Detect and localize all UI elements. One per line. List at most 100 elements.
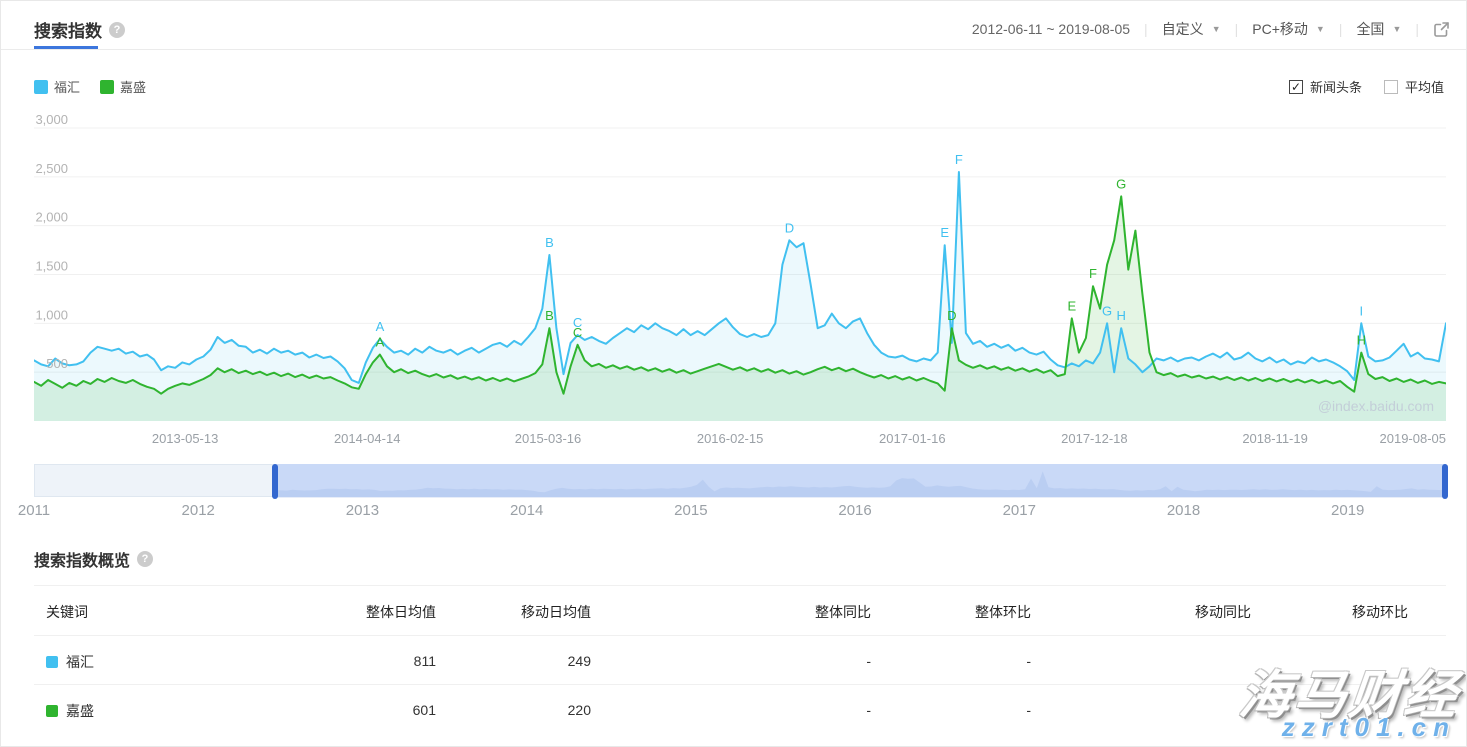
overview-title: 搜索指数概览 [34, 553, 131, 570]
cell-overall-avg: 811 [413, 653, 436, 669]
separator: | [1234, 21, 1239, 37]
svg-text:A: A [376, 319, 385, 334]
navigator-handle-left[interactable] [272, 464, 279, 499]
navigator-handle-right[interactable] [1442, 464, 1448, 499]
cell-overall-avg: 601 [412, 702, 436, 718]
svg-text:2016-02-15: 2016-02-15 [697, 431, 764, 446]
svg-text:E: E [1067, 298, 1076, 313]
svg-text:2019-08-05: 2019-08-05 [1380, 431, 1447, 446]
trend-chart[interactable]: A B C D E F G H I A B C D E F G H 500 1,000 1,500 2,000 2,500… [34, 112, 1446, 452]
svg-text:D: D [785, 220, 794, 235]
keyword-swatch [46, 705, 58, 717]
year-label: 2013 [345, 502, 380, 519]
svg-text:H: H [1357, 333, 1366, 348]
year-label: 2019 [1331, 502, 1365, 519]
range-mode-label: 自定义 [1161, 21, 1204, 37]
site-watermark-url: zzrt01.cn [1281, 712, 1456, 742]
region-label: 全国 [1356, 21, 1385, 37]
chevron-down-icon: ▼ [1211, 24, 1221, 34]
chart-legend: 福汇 嘉盛 [34, 77, 146, 96]
table-row-keyword: 福汇 [46, 652, 94, 672]
legend-swatch-jiasheng [100, 79, 115, 94]
svg-text:@index.baidu.com: @index.baidu.com [1318, 398, 1434, 414]
svg-text:G: G [1102, 303, 1112, 318]
svg-text:500: 500 [46, 356, 68, 371]
svg-text:2013-05-13: 2013-05-13 [152, 431, 219, 446]
help-icon[interactable]: ? [109, 21, 125, 38]
svg-text:B: B [545, 235, 554, 250]
chart-toggles: ✓ 新闻头条 平均值 [1288, 77, 1444, 96]
cell-mobile-avg: 220 [567, 702, 591, 718]
svg-text:2017-01-16: 2017-01-16 [879, 431, 946, 446]
navigator-mini-chart [275, 471, 1447, 498]
svg-text:F: F [1089, 266, 1097, 281]
table-border [34, 635, 1446, 636]
svg-text:H: H [1117, 308, 1126, 323]
help-icon[interactable]: ? [137, 551, 154, 567]
year-label: 2015 [674, 502, 708, 519]
svg-text:C: C [573, 325, 582, 340]
cell-overall-mom: - [1026, 653, 1031, 669]
col-header-overall-mom: 整体环比 [975, 604, 1031, 620]
news-headline-checkbox[interactable]: ✓ 新闻头条 [1288, 77, 1362, 96]
separator: | [1144, 21, 1148, 37]
svg-text:3,000: 3,000 [35, 112, 68, 127]
keyword-label: 嘉盛 [66, 703, 94, 719]
legend-item-jiasheng[interactable]: 嘉盛 [100, 77, 146, 96]
header: 搜索指数 ? [34, 17, 125, 42]
svg-text:B: B [545, 308, 554, 323]
separator: | [1338, 21, 1343, 37]
col-header-mobile-yoy: 移动同比 [1195, 604, 1251, 620]
keyword-label: 福汇 [66, 654, 94, 670]
range-mode-dropdown[interactable]: 自定义 ▼ [1162, 19, 1221, 39]
svg-text:I: I [1359, 303, 1363, 318]
svg-text:E: E [940, 225, 949, 240]
header-controls: 2012-06-11 ~ 2019-08-05 | 自定义 ▼ | PC+移动 … [972, 19, 1450, 39]
checkbox-icon [1383, 79, 1398, 94]
legend-swatch-fuhui [34, 79, 48, 94]
year-label: 2016 [838, 502, 872, 519]
external-link-icon[interactable] [1433, 21, 1450, 38]
col-header-overall-avg: 整体日均值 [366, 604, 436, 620]
col-header-keyword: 关键词 [46, 604, 88, 620]
cell-overall-yoy: - [866, 653, 871, 669]
header-divider [1, 49, 1466, 50]
svg-text:2018-11-19: 2018-11-19 [1242, 431, 1308, 446]
svg-text:G: G [1116, 176, 1126, 191]
average-checkbox[interactable]: 平均值 [1383, 77, 1444, 96]
svg-text:1,000: 1,000 [35, 307, 68, 322]
svg-text:2,000: 2,000 [35, 210, 68, 225]
news-headline-label: 新闻头条 [1309, 80, 1362, 95]
keyword-swatch [46, 656, 58, 668]
chevron-down-icon: ▼ [1315, 24, 1325, 34]
cell-overall-yoy: - [866, 702, 871, 718]
table-row-keyword: 嘉盛 [46, 701, 94, 721]
year-label: 2011 [17, 502, 51, 519]
checkbox-icon: ✓ [1288, 79, 1303, 94]
active-tab-underline [34, 46, 98, 49]
col-header-overall-yoy: 整体同比 [815, 604, 871, 620]
svg-text:2015-03-16: 2015-03-16 [515, 431, 582, 446]
legend-label-jiasheng: 嘉盛 [120, 80, 147, 95]
date-range: 2012-06-11 ~ 2019-08-05 [971, 21, 1131, 37]
svg-text:1,500: 1,500 [35, 259, 68, 274]
page-title: 搜索指数 [34, 22, 102, 41]
cell-mobile-avg: 249 [567, 653, 591, 669]
timeline-navigator[interactable] [34, 464, 1448, 499]
device-label: PC+移动 [1252, 21, 1308, 37]
region-dropdown[interactable]: 全国 ▼ [1356, 19, 1401, 39]
chevron-down-icon: ▼ [1392, 24, 1402, 34]
svg-text:2,500: 2,500 [35, 161, 68, 176]
device-dropdown[interactable]: PC+移动 ▼ [1252, 19, 1325, 39]
svg-text:A: A [376, 335, 385, 350]
col-header-mobile-avg: 移动日均值 [521, 604, 591, 620]
svg-text:2014-04-14: 2014-04-14 [334, 431, 401, 446]
year-label: 2012 [181, 502, 215, 519]
cell-overall-mom: - [1026, 702, 1031, 718]
svg-text:2017-12-18: 2017-12-18 [1061, 431, 1128, 446]
legend-item-fuhui[interactable]: 福汇 [34, 77, 80, 96]
navigator-year-labels: 2011 2012 2013 2014 2015 2016 2017 2018 2019 [18, 502, 1446, 520]
navigator-selected-range[interactable] [275, 464, 1446, 497]
average-label: 平均值 [1404, 80, 1444, 95]
